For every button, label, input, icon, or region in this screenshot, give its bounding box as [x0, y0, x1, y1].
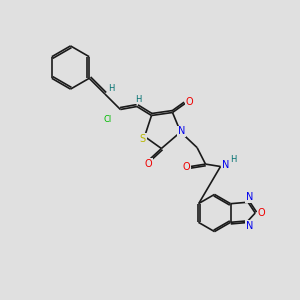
- Text: O: O: [145, 159, 152, 169]
- Text: O: O: [182, 161, 190, 172]
- Text: H: H: [230, 155, 237, 164]
- Text: H: H: [108, 84, 115, 93]
- Text: O: O: [185, 97, 193, 107]
- Text: N: N: [178, 126, 185, 136]
- Text: N: N: [246, 192, 253, 203]
- Text: H: H: [135, 94, 142, 103]
- Text: N: N: [222, 160, 230, 170]
- Text: S: S: [140, 134, 146, 144]
- Text: Cl: Cl: [104, 115, 112, 124]
- Text: N: N: [246, 220, 253, 231]
- Text: O: O: [257, 208, 265, 218]
